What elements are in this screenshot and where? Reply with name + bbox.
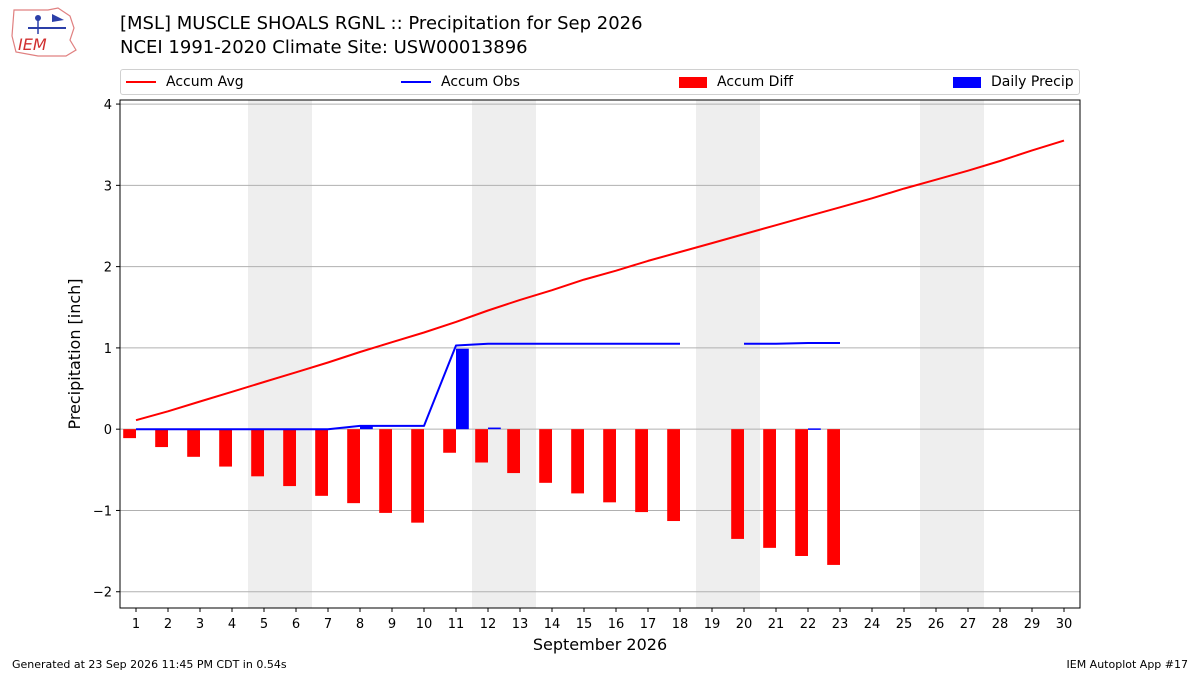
x-tick-label: 14: [544, 617, 561, 632]
accum-diff-bar: [603, 429, 616, 503]
y-tick-label: −1: [93, 504, 112, 519]
y-tick-label: 1: [104, 342, 112, 357]
x-tick-label: 13: [512, 617, 529, 632]
accum-diff-bar: [731, 429, 744, 539]
accum-diff-bar: [219, 429, 232, 467]
accum-diff-bar: [571, 429, 584, 494]
x-tick-label: 24: [864, 617, 881, 632]
x-tick-label: 21: [768, 617, 785, 632]
accum-diff-bar: [635, 429, 648, 513]
plot-frame: [119, 99, 1081, 609]
accum-diff-bar: [155, 429, 168, 448]
weekend-band: [472, 100, 536, 608]
x-tick-label: 10: [416, 617, 433, 632]
x-tick-label: 25: [896, 617, 913, 632]
x-tick-label: 26: [928, 617, 945, 632]
x-axis-label: September 2026: [533, 635, 667, 654]
weekend-band: [248, 100, 312, 608]
accum-diff-bar: [379, 429, 392, 513]
x-tick-label: 5: [260, 617, 268, 632]
accum-diff-bar: [667, 429, 680, 522]
x-tick-label: 18: [672, 617, 689, 632]
daily-precip-bar: [360, 425, 373, 430]
legend-label-accum-avg: Accum Avg: [166, 74, 244, 90]
accum-diff-bar: [347, 429, 360, 504]
weekend-band: [920, 100, 984, 608]
daily-precip-bar: [488, 427, 501, 430]
accum-diff-bar: [443, 429, 456, 453]
accum-diff-bar: [539, 429, 552, 483]
x-tick-label: 2: [164, 617, 172, 632]
x-tick-label: 12: [480, 617, 497, 632]
accum-diff-bar: [475, 429, 488, 463]
x-tick-label: 19: [704, 617, 721, 632]
legend-item-accum-diff: Accum Diff: [679, 73, 793, 91]
accum-diff-bar: [795, 429, 808, 556]
daily-precip-bar: [808, 428, 821, 430]
accum-diff-bar: [283, 429, 296, 487]
x-tick-label: 29: [1024, 617, 1041, 632]
x-tick-label: 30: [1056, 617, 1073, 632]
x-tick-label: 17: [640, 617, 657, 632]
x-tick-label: 3: [196, 617, 204, 632]
accum-diff-bar: [827, 429, 840, 565]
x-tick-label: 11: [448, 617, 465, 632]
x-tick-label: 6: [292, 617, 300, 632]
legend-swatch-accum-avg: [126, 81, 156, 83]
accum-diff-bar: [763, 429, 776, 548]
x-tick-label: 1: [132, 617, 140, 632]
x-tick-label: 15: [576, 617, 593, 632]
legend-label-accum-diff: Accum Diff: [717, 74, 794, 90]
x-tick-label: 4: [228, 617, 236, 632]
accum-avg-line: [135, 139, 1065, 422]
legend-item-accum-obs: Accum Obs: [401, 73, 520, 91]
legend-swatch-accum-obs: [401, 81, 431, 83]
accum-diff-bar: [251, 429, 264, 477]
generated-footer: Generated at 23 Sep 2026 11:45 PM CDT in…: [12, 658, 287, 671]
iem-logo-icon: IEM: [11, 7, 77, 57]
y-tick-label: 3: [104, 179, 112, 194]
accum-diff-bar: [411, 429, 424, 523]
accum-diff-bar: [123, 429, 136, 439]
legend-swatch-accum-diff: [679, 76, 707, 88]
chart-title: [MSL] MUSCLE SHOALS RGNL :: Precipitatio…: [120, 13, 643, 34]
legend-swatch-daily-precip: [953, 76, 981, 88]
y-tick-label: 4: [104, 98, 112, 113]
weekend-band: [696, 100, 760, 608]
x-tick-label: 7: [324, 617, 332, 632]
chart-subtitle: NCEI 1991-2020 Climate Site: USW00013896: [120, 37, 528, 58]
legend-item-daily-precip: Daily Precip: [953, 73, 1074, 91]
legend-item-accum-avg: Accum Avg: [126, 73, 244, 91]
y-tick-label: −2: [93, 586, 112, 601]
x-tick-label: 16: [608, 617, 625, 632]
legend-label-daily-precip: Daily Precip: [991, 74, 1074, 90]
y-axis-label: Precipitation [inch]: [65, 278, 84, 429]
legend-label-accum-obs: Accum Obs: [441, 74, 520, 90]
accum-diff-bar: [315, 429, 328, 496]
y-tick-label: 2: [104, 261, 112, 276]
accum-diff-bar: [507, 429, 520, 474]
logo-text: IEM: [18, 35, 47, 54]
x-tick-label: 27: [960, 617, 977, 632]
legend: Accum Avg Accum Obs Accum Diff Daily Pre…: [120, 69, 1080, 95]
x-tick-label: 9: [388, 617, 396, 632]
x-tick-label: 28: [992, 617, 1009, 632]
accum-obs-line: [136, 342, 840, 431]
x-tick-label: 8: [356, 617, 364, 632]
y-tick-label: 0: [104, 423, 112, 438]
daily-precip-bar: [456, 348, 469, 430]
x-tick-label: 20: [736, 617, 753, 632]
app-footer: IEM Autoplot App #17: [1066, 658, 1189, 671]
accum-diff-bar: [187, 429, 200, 457]
x-tick-label: 22: [800, 617, 817, 632]
x-tick-label: 23: [832, 617, 849, 632]
